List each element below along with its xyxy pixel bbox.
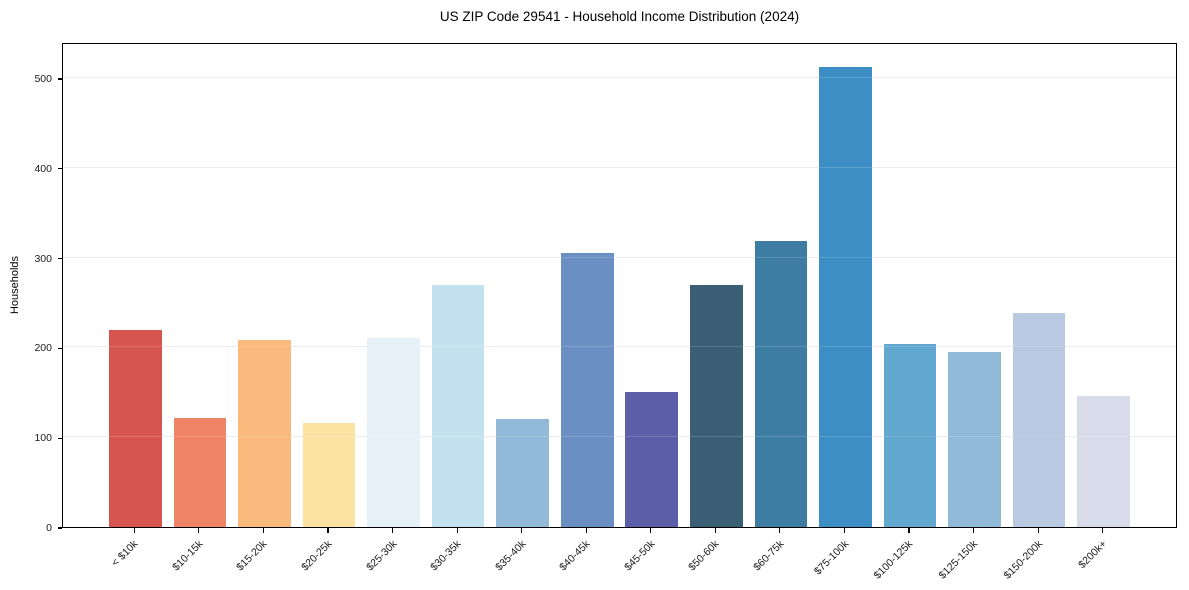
bar (109, 330, 162, 527)
x-tick-mark (198, 528, 200, 533)
x-tick-label: $125-150k (936, 538, 981, 582)
gridline-overlay (63, 256, 1176, 258)
gridline (63, 76, 1176, 78)
x-tick-mark (779, 528, 781, 533)
x-tick-label: $40-45k (557, 538, 593, 574)
bar (948, 351, 1001, 527)
bar (560, 253, 614, 527)
x-tick-label: $100-125k (871, 538, 916, 582)
gridline (63, 436, 1176, 438)
x-tick-label: $35-40k (492, 538, 529, 574)
bar (754, 240, 808, 527)
bar (625, 392, 679, 527)
x-tick-label: $150-200k (1001, 538, 1045, 582)
x-tick-label: $45-50k (621, 538, 658, 574)
bar (690, 285, 743, 527)
bar (302, 422, 356, 527)
x-tick-mark (1037, 528, 1039, 533)
chart-title: US ZIP Code 29541 - Household Income Dis… (439, 9, 800, 24)
bar (883, 343, 937, 527)
y-tick-mark (58, 437, 62, 439)
bar (431, 285, 485, 527)
bar (819, 67, 872, 527)
gridline-overlay (63, 166, 1176, 168)
bar (1077, 395, 1130, 527)
bar (367, 338, 420, 527)
gridline-overlay (63, 346, 1176, 348)
x-tick-mark (972, 528, 975, 533)
x-tick-label: $20-25k (299, 538, 335, 574)
x-tick-mark (456, 528, 458, 533)
x-tick-mark (1102, 528, 1104, 533)
gridline-overlay (63, 76, 1176, 78)
x-tick-label: $10-15k (170, 538, 206, 574)
x-tick-label: $200k+ (1076, 538, 1110, 572)
y-tick-mark (58, 257, 62, 260)
y-tick-mark (58, 78, 62, 80)
y-tick-label: 200 (34, 342, 52, 355)
x-tick-mark (521, 528, 523, 533)
y-tick-label: 0 (46, 522, 52, 534)
x-tick-mark (391, 528, 394, 533)
x-tick-label: $30-35k (428, 538, 464, 574)
x-tick-mark (714, 528, 716, 533)
x-tick-mark (262, 528, 264, 533)
x-tick-mark (908, 528, 910, 533)
plot-area (62, 43, 1177, 528)
gridline (63, 166, 1176, 168)
x-tick-mark (585, 528, 587, 533)
y-tick-label: 400 (34, 162, 52, 175)
x-tick-label: $50-60k (686, 538, 722, 574)
y-tick-mark (58, 347, 62, 349)
gridline-overlay (63, 436, 1176, 438)
x-tick-label: $75-100k (811, 538, 851, 578)
x-tick-mark (843, 528, 846, 533)
x-tick-label: $25-30k (363, 538, 400, 574)
y-tick-label: 300 (34, 252, 52, 265)
y-tick-mark (58, 168, 62, 170)
x-tick-mark (650, 528, 652, 533)
bar (173, 418, 227, 527)
x-tick-mark (133, 528, 135, 533)
bar (238, 340, 291, 527)
gridline (63, 256, 1176, 258)
x-tick-label: < $10k (109, 538, 141, 569)
x-axis: < $10k $10-15k $15-20k $20-25k $25-30k $30-35… (62, 528, 1177, 590)
y-tick-mark (58, 527, 62, 529)
y-tick-label: 500 (34, 72, 52, 85)
y-tick-label: 100 (34, 432, 52, 445)
x-tick-label: $15-20k (234, 538, 270, 574)
bar (496, 419, 549, 527)
bar (1012, 313, 1066, 527)
x-tick-mark (327, 528, 329, 533)
gridline (63, 346, 1176, 348)
y-axis: 0 100 200 300 400 500 (0, 43, 62, 534)
x-tick-label: $60-75k (751, 538, 787, 574)
